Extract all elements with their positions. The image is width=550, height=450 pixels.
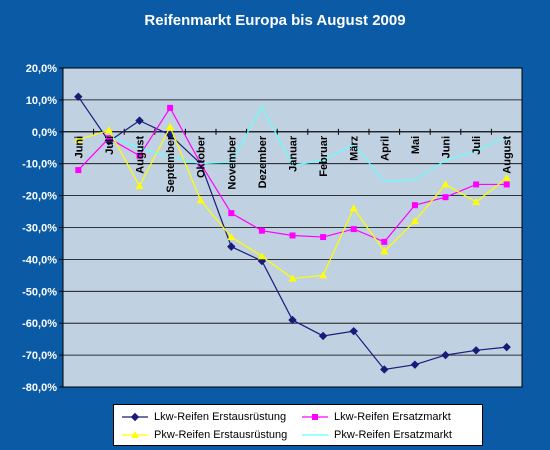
x-tick-label: Juni [441, 136, 453, 159]
data-point [471, 346, 481, 355]
data-point [227, 242, 236, 251]
data-point [318, 331, 328, 341]
data-point [442, 194, 449, 201]
y-tick-label: 0,0% [32, 127, 57, 139]
x-tick-label: Juli [471, 136, 483, 155]
x-tick-label: Juli [104, 136, 116, 155]
data-point [257, 252, 266, 260]
data-point [227, 233, 236, 241]
data-point [472, 197, 481, 205]
data-point [441, 350, 450, 360]
x-tick-label: Juni [73, 136, 85, 159]
y-tick-label: -50,0% [22, 286, 57, 298]
data-point [167, 104, 174, 111]
y-tick-label: -40,0% [22, 254, 57, 266]
chart-legend: Lkw-Reifen Erstausrüstung Lkw-Reifen Ers… [113, 404, 483, 446]
x-tick-label: Februar [318, 135, 330, 177]
data-point [136, 152, 143, 159]
data-point [74, 92, 83, 101]
data-point [258, 227, 265, 234]
legend-marker [131, 431, 139, 438]
x-tick-label: Mai [410, 136, 422, 154]
y-tick-label: 20,0% [26, 63, 57, 75]
data-point [135, 116, 144, 125]
legend-marker [130, 412, 140, 422]
data-point [503, 181, 510, 188]
data-point [410, 360, 420, 369]
data-point [257, 256, 267, 266]
data-point [441, 180, 450, 188]
x-tick-label: Oktober [196, 135, 208, 178]
x-tick-label: Dezember [257, 135, 269, 188]
y-tick-label: -20,0% [22, 191, 57, 203]
data-point [288, 274, 297, 282]
y-tick-label: -60,0% [22, 318, 57, 330]
y-tick-label: 10,0% [26, 95, 57, 107]
y-tick-label: -30,0% [22, 223, 57, 235]
legend-label-lkw-erstausruestung: Lkw-Reifen Erstausrüstung [154, 411, 287, 423]
legend-label-pkw-ersatzmarkt: Pkw-Reifen Ersatzmarkt [334, 429, 452, 441]
data-point [502, 174, 511, 182]
data-point [105, 135, 112, 142]
x-tick-label: August [502, 135, 514, 173]
data-point [473, 181, 480, 188]
data-point [166, 123, 175, 131]
data-point [320, 234, 327, 241]
data-point [350, 226, 357, 233]
y-tick-label: -10,0% [22, 159, 57, 171]
x-tick-label: März [349, 135, 361, 161]
data-point [349, 204, 358, 212]
data-point [410, 217, 419, 225]
legend-label-pkw-erstausruestung: Pkw-Reifen Erstausrüstung [154, 429, 288, 441]
x-tick-label: September [165, 135, 177, 193]
y-tick-label: -70,0% [22, 350, 57, 362]
legend-swatch-lkw-erstausruestung [122, 412, 148, 422]
data-point [74, 135, 83, 143]
data-point [228, 210, 235, 217]
y-tick-label: -80,0% [22, 382, 57, 394]
data-point [196, 196, 205, 204]
legend-swatch-lkw-ersatzmarkt [302, 414, 328, 420]
legend-marker [312, 414, 318, 420]
data-point [319, 271, 328, 279]
x-tick-label: April [379, 136, 391, 161]
series-line [108, 105, 507, 182]
data-point [502, 342, 511, 352]
legend-swatch-pkw-ersatzmarkt [302, 434, 328, 436]
data-point [289, 232, 296, 239]
data-point [75, 167, 82, 174]
legend-label-lkw-ersatzmarkt: Lkw-Reifen Ersatzmarkt [334, 411, 451, 423]
data-point [135, 182, 144, 190]
x-tick-label: August [135, 135, 147, 173]
data-point [288, 315, 297, 325]
x-tick-label: Januar [288, 135, 300, 172]
data-point [381, 238, 388, 245]
data-point [380, 365, 389, 374]
data-point [104, 126, 113, 134]
data-point [411, 202, 418, 209]
data-point [380, 247, 389, 255]
legend-swatch-pkw-erstausruestung [122, 431, 148, 438]
data-point [349, 326, 358, 336]
chart-title: Reifenmarkt Europa bis August 2009 [144, 12, 406, 29]
x-tick-label: November [226, 135, 238, 190]
